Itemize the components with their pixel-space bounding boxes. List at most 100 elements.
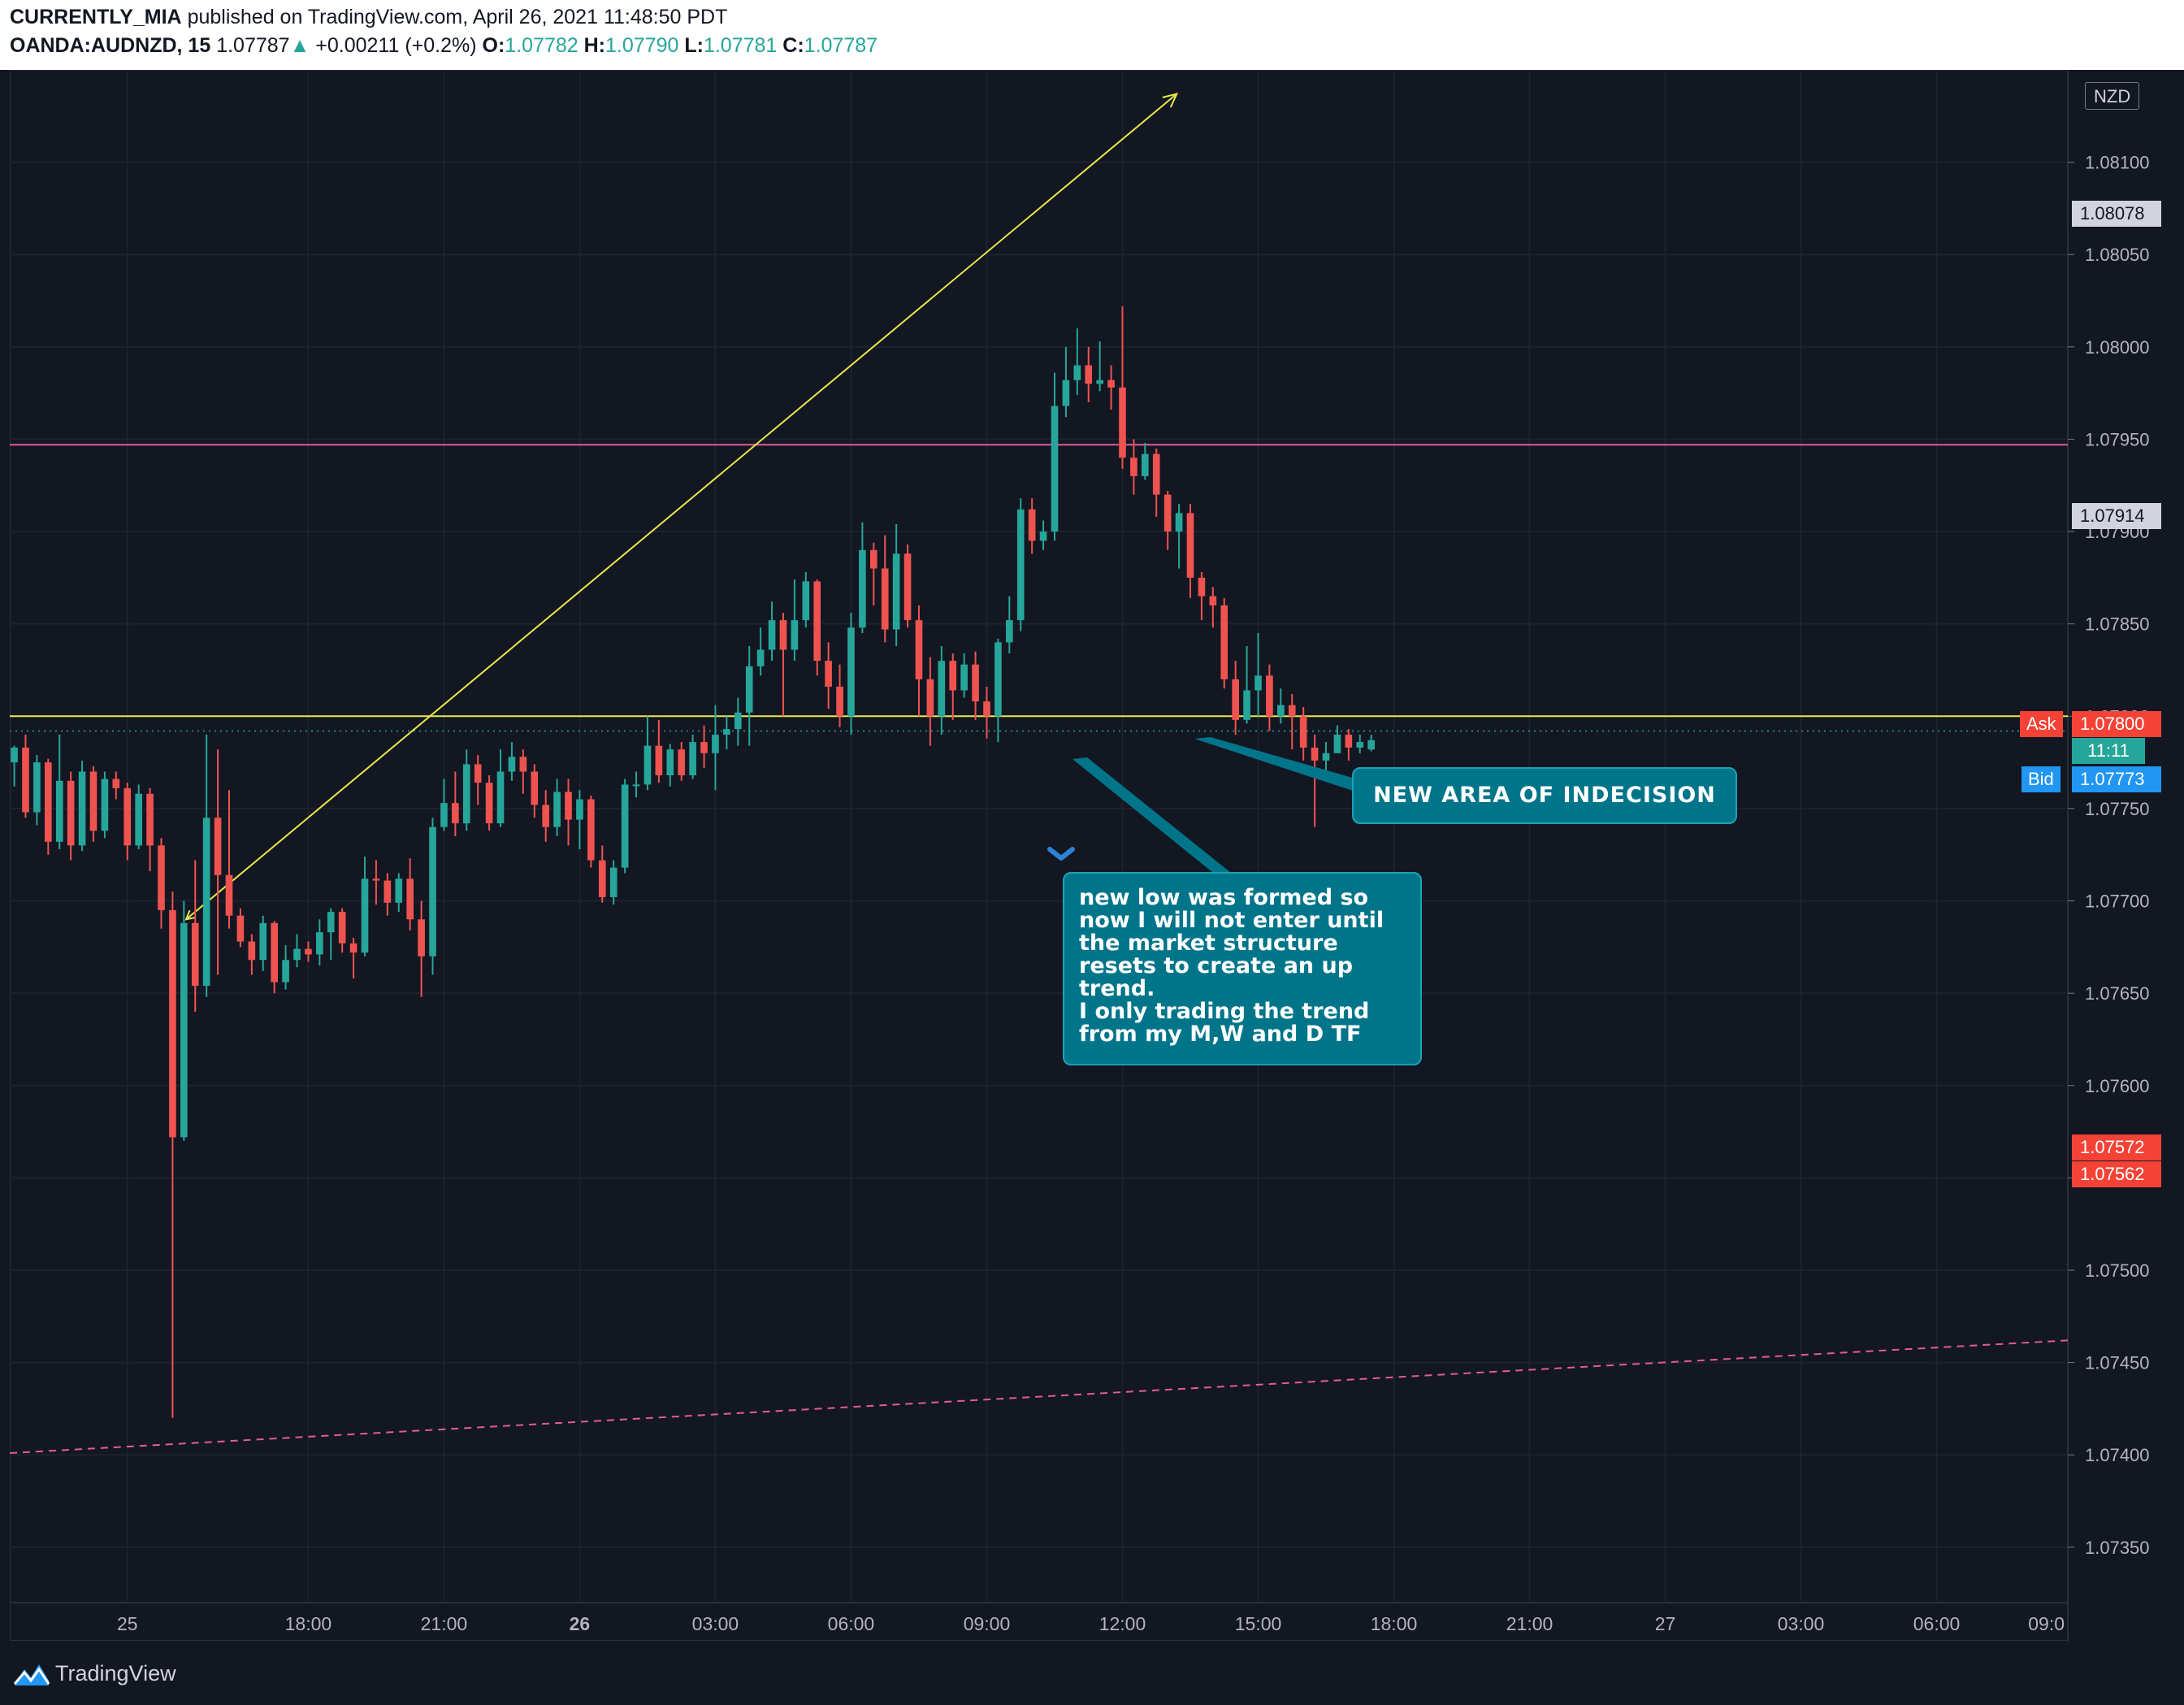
callout-line: from my M,W and D TF [1079,1022,1362,1047]
y-tick-label: 1.08050 [2085,245,2150,265]
candle-body [55,780,63,842]
candle-body [915,620,923,679]
candle-body [395,879,403,903]
candle-body [1164,494,1172,532]
y-tick-label: 1.07700 [2085,892,2150,912]
candle-body [655,745,663,776]
y-tick-label: 1.07750 [2085,799,2150,819]
candle-body [214,818,222,875]
candle-body [576,799,583,820]
candle-body [101,779,109,831]
candle-body [621,784,629,868]
candle-body [678,749,686,776]
candle-body [1130,458,1138,476]
candle-body [112,779,120,788]
header: CURRENTLY_MIA published on TradingView.c… [0,0,2184,70]
trend-line [9,1339,2069,1454]
candle-body [1016,509,1025,621]
candle-body [836,686,843,717]
candle-body [1175,513,1183,532]
candle-body [1299,716,1307,748]
ask-tag: Ask [2020,711,2063,737]
candle-body [236,915,245,942]
publish-line: CURRENTLY_MIA published on TradingView.c… [10,6,727,29]
candle-body [372,879,380,881]
candle-body [859,549,866,628]
candle-body [745,666,753,713]
candle-body [1039,531,1047,541]
candle-body [598,860,606,897]
candle-body [1243,690,1250,720]
candle-body [248,941,256,961]
new-low-callout-pointer [1072,757,1235,876]
bid-price-label: 1.07773 [2072,766,2161,792]
indecision-callout-pointer [1194,737,1355,792]
candle-body [712,735,719,753]
x-tick-label: 21:00 [1506,1613,1554,1634]
footer [0,1642,2184,1705]
candle-body [813,581,821,662]
candle-body [1107,380,1115,388]
candle-body [825,661,832,687]
candle-body [361,879,369,953]
candle-body [1322,753,1330,761]
candle-body [632,784,640,787]
x-tick-label: 18:00 [285,1613,332,1634]
candle-body [779,620,787,650]
candle-body [349,943,358,953]
candle-body [1051,406,1059,532]
candle-body [565,792,572,820]
y-tick-label: 1.07650 [2085,983,2150,1004]
candle-body [1288,705,1296,717]
x-tick-label: 21:00 [421,1613,468,1634]
x-tick-label: 26 [570,1613,591,1634]
candle-body [904,553,912,621]
candle-body [1311,747,1319,761]
ohlc-line: OANDA:AUDNZD, 15 1.07787▲ +0.00211 (+0.2… [10,34,878,58]
candle-body [1277,705,1285,717]
candle-body [440,803,448,827]
candle-body [191,922,199,987]
indecision-callout[interactable]: NEW AREA OF INDECISION [1352,767,1737,824]
candle-body [666,749,674,776]
last-price: 1.07787 [216,34,290,57]
new-low-callout[interactable]: new low was formed so now I will not ent… [1063,872,1422,1065]
candle-body [531,771,539,805]
candle-body [802,581,810,621]
callout-line: I only trading the trend [1079,999,1370,1024]
x-tick-label: 25 [117,1613,138,1634]
symbol-label[interactable]: OANDA:AUDNZD, 15 [10,34,211,57]
candle-body [1028,509,1036,541]
candle-body [994,642,1002,717]
y-tick-label: 1.07500 [2085,1260,2150,1281]
tradingview-logo-icon[interactable] [13,1659,50,1687]
candle-body [791,620,799,650]
price-chart[interactable]: 1.081001.080501.080001.079501.079001.078… [0,0,2184,1642]
publisher-name[interactable]: CURRENTLY_MIA [10,6,182,28]
candle-body [282,960,289,983]
candle-body [225,874,233,916]
candle-body [1119,387,1126,458]
candle-body [1198,577,1206,597]
candle-body [847,627,855,717]
currency-badge[interactable]: NZD [2085,82,2140,110]
low-value: 1.07781 [703,34,778,57]
candle-body [316,932,323,955]
candle-body [869,549,878,569]
candle-body [485,783,493,824]
candle-body [644,745,652,785]
tradingview-brand[interactable]: TradingView [55,1661,176,1685]
candle-body [960,664,968,691]
candle-body [768,620,776,650]
high-label: H: [583,34,606,57]
candle-body [1254,675,1262,691]
x-tick-label: 27 [1655,1613,1676,1634]
callout-line: trend. [1079,976,1155,1001]
close-value: 1.07787 [804,34,878,57]
candle-body [135,793,142,846]
x-tick-label: 03:00 [692,1613,739,1634]
candle-body [338,912,346,944]
high-value: 1.07790 [605,34,679,57]
x-tick-label: 06:00 [1913,1613,1961,1634]
candle-body [1062,380,1070,406]
